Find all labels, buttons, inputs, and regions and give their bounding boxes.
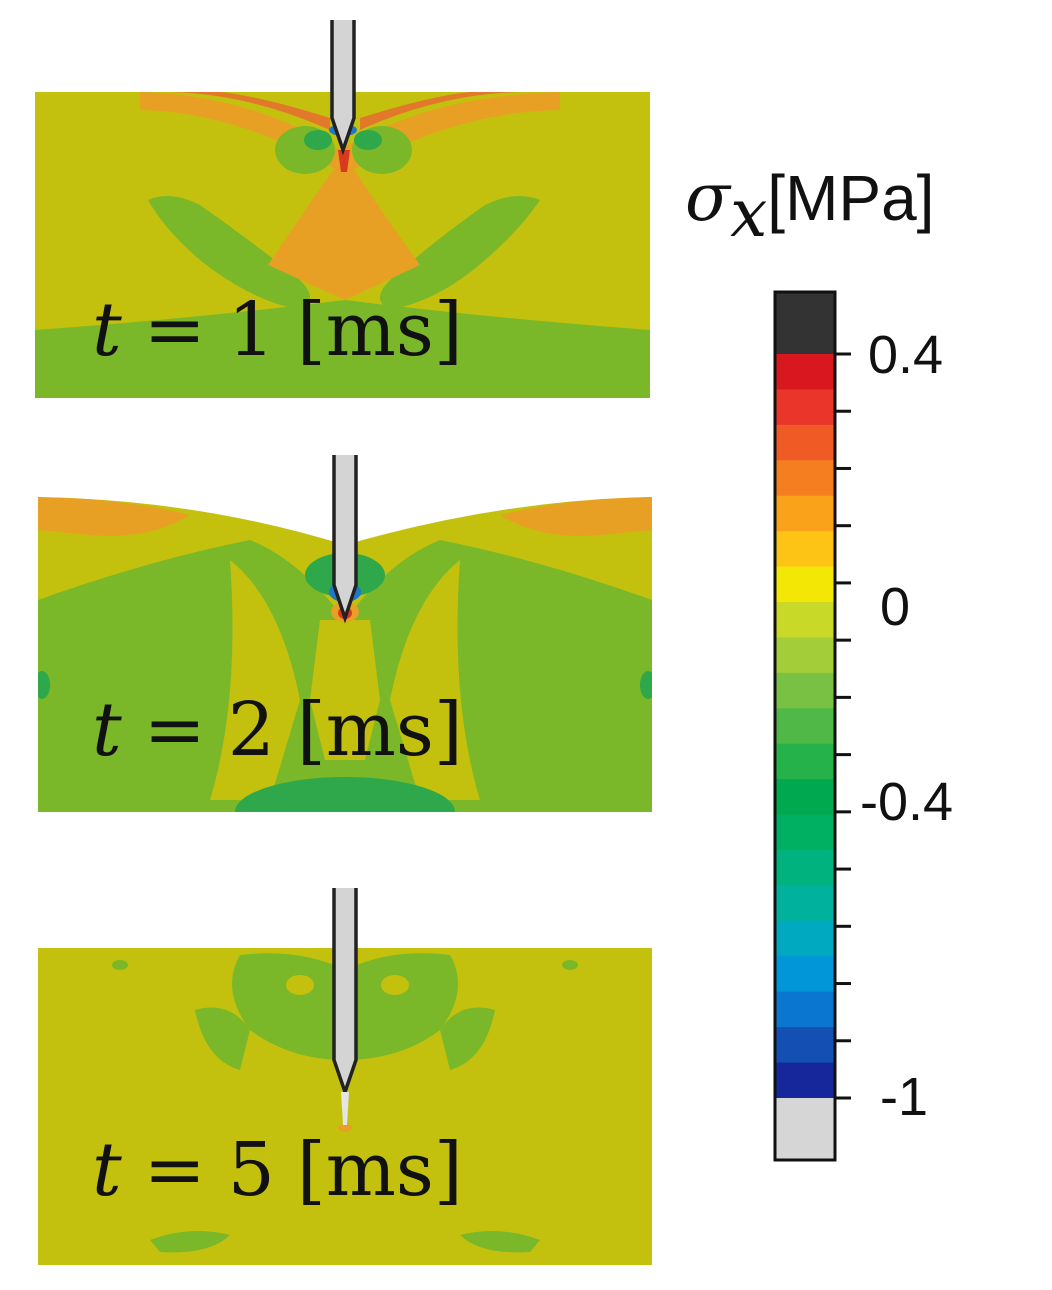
colorbar-band (775, 743, 835, 780)
colorbar-band (775, 531, 835, 568)
colorbar-band (775, 920, 835, 957)
panel-t2 (38, 497, 652, 812)
colorbar-band (775, 354, 835, 391)
svg-text:σx[MPa]: σx[MPa] (685, 159, 934, 252)
colorbar-band (775, 779, 835, 816)
colorbar-title: σx[MPa] (685, 159, 934, 252)
colorbar-band (775, 389, 835, 426)
colorbar-band (775, 424, 835, 461)
colorbar-label-0.4: 0.4 (868, 325, 943, 385)
colorbar-band (775, 814, 835, 851)
colorbar-band (775, 991, 835, 1028)
colorbar-band (775, 292, 835, 355)
colorbar-label-neg1: -1 (880, 1067, 928, 1127)
colorbar-band (775, 1098, 835, 1161)
colorbar (773, 290, 837, 1162)
time-label-t2: t = 2 [ms] (92, 687, 463, 773)
colorbar-labels: 0.4 0 -0.4 -1 (860, 325, 953, 1127)
stress-field-t2 (38, 497, 652, 812)
colorbar-band (775, 956, 835, 993)
colorbar-band (775, 1062, 835, 1099)
colorbar-band (775, 566, 835, 603)
colorbar-band (775, 708, 835, 745)
colorbar-band (775, 460, 835, 497)
time-label-t5: t = 5 [ms] (92, 1127, 463, 1213)
needle-1 (330, 20, 356, 156)
needle-2 (332, 455, 358, 624)
time-label-t1: t = 1 [ms] (92, 287, 463, 373)
colorbar-band (775, 885, 835, 922)
colorbar-band (775, 1027, 835, 1064)
colorbar-band (775, 602, 835, 639)
colorbar-label-0: 0 (880, 577, 910, 637)
colorbar-band (775, 672, 835, 709)
colorbar-label-neg0.4: -0.4 (860, 772, 953, 832)
colorbar-band (775, 850, 835, 887)
needle-3 (332, 888, 358, 1125)
colorbar-ticks (835, 352, 851, 1100)
colorbar-band (775, 495, 835, 532)
colorbar-band (775, 637, 835, 674)
colorbar-border (773, 290, 837, 1162)
